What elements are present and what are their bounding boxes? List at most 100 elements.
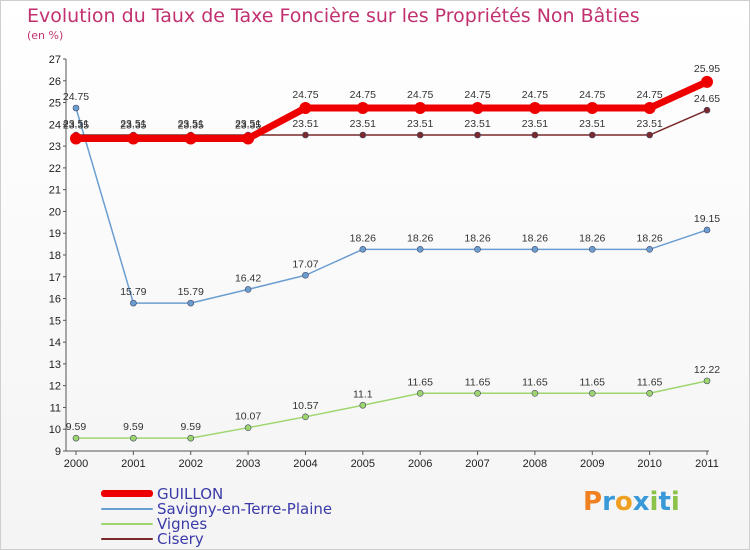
data-point: [244, 286, 252, 293]
data-label: 15.79: [178, 286, 204, 298]
data-point: [643, 102, 656, 114]
y-tick-label: 9: [55, 446, 61, 458]
data-label: 9.59: [66, 421, 87, 433]
data-label: 11.65: [522, 376, 548, 388]
data-label: 24.75: [579, 89, 605, 101]
y-tick-label: 13: [49, 359, 61, 371]
data-label: 23.51: [350, 118, 376, 130]
x-tick-label: 2003: [236, 458, 260, 470]
data-label: 18.26: [464, 232, 490, 244]
data-point: [471, 102, 484, 114]
data-point: [586, 102, 599, 114]
data-point: [646, 246, 653, 253]
data-point: [646, 131, 653, 139]
data-label: 24.65: [694, 93, 720, 105]
y-tick-label: 22: [49, 163, 61, 175]
data-label: 23.51: [464, 118, 490, 130]
data-label: 12.22: [694, 364, 720, 376]
legend-item: Cisery: [101, 529, 332, 548]
legend-label: GUILLON: [157, 484, 224, 503]
data-point: [703, 106, 711, 114]
data-point: [244, 424, 252, 431]
legend-swatch: [101, 537, 153, 540]
data-point: [528, 102, 541, 114]
data-label: 18.26: [522, 232, 548, 244]
data-point: [359, 246, 367, 253]
legend-swatch: [101, 522, 153, 525]
y-tick-label: 20: [49, 206, 61, 218]
legend-swatch: [101, 490, 153, 497]
y-tick-label: 12: [49, 381, 61, 393]
data-point: [302, 131, 309, 139]
data-point: [302, 271, 309, 279]
data-label: 10.07: [235, 411, 261, 423]
y-tick-label: 19: [49, 228, 61, 240]
data-label: 11.65: [407, 376, 433, 388]
data-point: [416, 389, 424, 397]
data-label: 23.51: [235, 118, 261, 130]
legend-item: Savigny-en-Terre-Plaine: [101, 499, 333, 518]
legend-item: GUILLON: [101, 484, 332, 503]
legend-swatch: [101, 507, 153, 510]
data-label: 11.65: [637, 376, 663, 388]
data-label: 11.65: [580, 376, 606, 388]
x-tick-label: 2011: [695, 458, 719, 470]
data-label: 18.26: [350, 232, 376, 244]
y-tick-label: 10: [49, 424, 61, 436]
data-point: [474, 389, 481, 397]
data-point: [588, 389, 596, 397]
data-label: 17.07: [292, 258, 318, 270]
y-tick-label: 11: [50, 402, 61, 414]
x-tick-label: 2007: [465, 458, 489, 470]
series-line: [75, 107, 708, 304]
data-point: [414, 102, 427, 114]
data-point: [701, 75, 713, 88]
data-label: 9.59: [123, 421, 144, 433]
data-point: [299, 102, 312, 114]
legend-label: Savigny-en-Terre-Plaine: [157, 499, 333, 518]
data-point: [302, 413, 309, 421]
y-tick-label: 23: [49, 141, 61, 153]
data-label: 23.51: [636, 118, 662, 130]
data-point: [187, 434, 195, 442]
data-label: 9.59: [181, 421, 202, 433]
data-label: 23.35: [178, 119, 204, 131]
unit-subtitle: (en %): [27, 29, 64, 42]
legend: GUILLON Savigny-en-Terre-Plaine Vignes Cise…: [101, 484, 333, 548]
data-point: [242, 132, 255, 145]
y-tick-label: 24: [49, 119, 61, 131]
data-label: 24.75: [407, 89, 433, 101]
data-label: 23.51: [522, 118, 548, 130]
data-label: 23.51: [407, 118, 433, 130]
data-label: 15.79: [120, 286, 146, 298]
data-label: 18.26: [636, 232, 662, 244]
data-label: 19.15: [694, 213, 720, 225]
data-point: [703, 226, 711, 234]
data-point: [588, 246, 596, 253]
data-label: 24.75: [350, 89, 376, 101]
data-point: [531, 131, 539, 139]
data-point: [416, 246, 424, 253]
data-point: [70, 132, 82, 145]
data-point: [588, 131, 596, 139]
page-title: Evolution du Taux de Taxe Foncière sur l…: [27, 5, 640, 27]
y-tick-label: 25: [49, 98, 61, 110]
data-label: 24.75: [522, 89, 548, 101]
legend-label: Cisery: [157, 529, 204, 548]
data-label: 18.26: [407, 232, 433, 244]
data-label: 18.26: [579, 232, 605, 244]
x-tick-label: 2005: [351, 458, 375, 470]
data-point: [184, 132, 197, 145]
data-point: [130, 434, 137, 442]
data-label: 11.65: [465, 376, 491, 388]
x-tick-label: 2004: [293, 458, 317, 470]
series-line: [76, 109, 708, 136]
y-tick-label: 16: [49, 294, 61, 306]
data-label: 23.51: [292, 118, 318, 130]
data-point: [356, 102, 369, 114]
legend-label: Vignes: [157, 514, 208, 533]
data-label: 23.35: [235, 119, 261, 131]
data-point: [703, 377, 711, 385]
